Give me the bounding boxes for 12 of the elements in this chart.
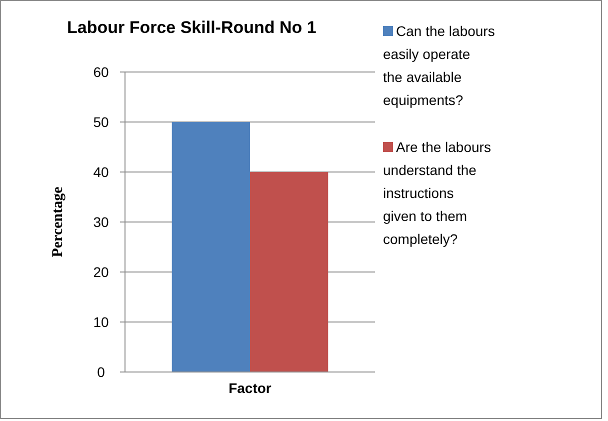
y-tick-label: 0 bbox=[97, 364, 106, 380]
y-axis-title: Percentage bbox=[50, 186, 66, 258]
y-tick-label: 30 bbox=[93, 214, 109, 230]
y-tick-label: 20 bbox=[93, 264, 109, 280]
y-tick-label: 40 bbox=[93, 164, 109, 180]
x-axis-title: Factor bbox=[228, 380, 272, 396]
legend-label: Are the labours understand the instructions given to them completely? bbox=[383, 139, 491, 247]
y-tick-label: 60 bbox=[93, 64, 109, 80]
y-tick-label: 50 bbox=[93, 114, 109, 130]
legend-label: Can the labours easily operate the available equipments? bbox=[383, 23, 495, 108]
chart-title: Labour Force Skill-Round No 1 bbox=[67, 18, 316, 37]
y-tick-label: 10 bbox=[93, 314, 109, 330]
